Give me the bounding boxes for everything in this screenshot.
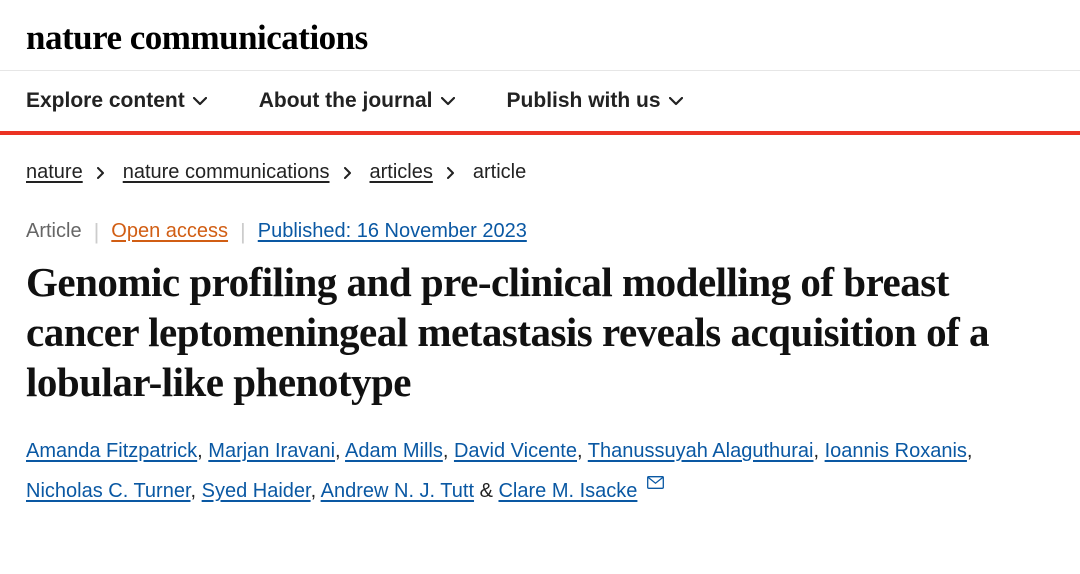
author-link[interactable]: Adam Mills [345, 440, 443, 462]
nav-label: Explore content [26, 89, 185, 113]
article-meta: Article | Open access | Published: 16 No… [0, 184, 1080, 243]
author-link[interactable]: David Vicente [454, 440, 577, 462]
chevron-right-icon [447, 167, 459, 179]
article-type: Article [26, 220, 82, 243]
chevron-down-icon [193, 94, 207, 108]
author-separator: , [967, 440, 973, 462]
author-link[interactable]: Thanussuyah Alaguthurai [588, 440, 814, 462]
nav-label: Publish with us [507, 89, 661, 113]
author-link[interactable]: Nicholas C. Turner [26, 480, 191, 502]
author-link[interactable]: Amanda Fitzpatrick [26, 440, 197, 462]
author-separator: , [813, 440, 824, 462]
meta-divider: | [240, 221, 246, 243]
nav-item-explore[interactable]: Explore content [26, 71, 207, 131]
breadcrumb-link-articles[interactable]: articles [370, 161, 433, 184]
breadcrumb-link-nature[interactable]: nature [26, 161, 83, 184]
main-nav: Explore content About the journal Publis… [0, 70, 1080, 135]
chevron-down-icon [669, 94, 683, 108]
author-separator: , [577, 440, 588, 462]
author-list: Amanda Fitzpatrick, Marjan Iravani, Adam… [0, 407, 1080, 533]
chevron-down-icon [441, 94, 455, 108]
author-link-corresponding[interactable]: Clare M. Isacke [498, 480, 637, 502]
nav-label: About the journal [259, 89, 433, 113]
journal-name[interactable]: nature communications [26, 18, 1054, 58]
author-ampersand: & [480, 480, 499, 502]
breadcrumb: nature nature communications articles ar… [0, 135, 1080, 184]
author-separator: , [311, 480, 321, 502]
article-title: Genomic profiling and pre-clinical model… [0, 243, 1080, 407]
author-separator: , [191, 480, 202, 502]
author-link[interactable]: Marjan Iravani [208, 440, 335, 462]
author-link[interactable]: Syed Haider [202, 480, 311, 502]
masthead: nature communications [0, 0, 1080, 70]
author-link[interactable]: Andrew N. J. Tutt [321, 480, 474, 502]
meta-divider: | [94, 221, 100, 243]
author-separator: , [443, 440, 454, 462]
author-separator: , [335, 440, 345, 462]
chevron-right-icon [344, 167, 356, 179]
chevron-right-icon [97, 167, 109, 179]
breadcrumb-current: article [473, 161, 526, 184]
published-date-link[interactable]: Published: 16 November 2023 [258, 220, 527, 243]
nav-item-about[interactable]: About the journal [259, 71, 455, 131]
breadcrumb-link-journal[interactable]: nature communications [123, 161, 330, 184]
author-link[interactable]: Ioannis Roxanis [825, 440, 967, 462]
mail-icon[interactable] [647, 476, 664, 489]
author-separator: , [197, 440, 208, 462]
open-access-link[interactable]: Open access [111, 220, 228, 243]
nav-item-publish[interactable]: Publish with us [507, 71, 683, 131]
